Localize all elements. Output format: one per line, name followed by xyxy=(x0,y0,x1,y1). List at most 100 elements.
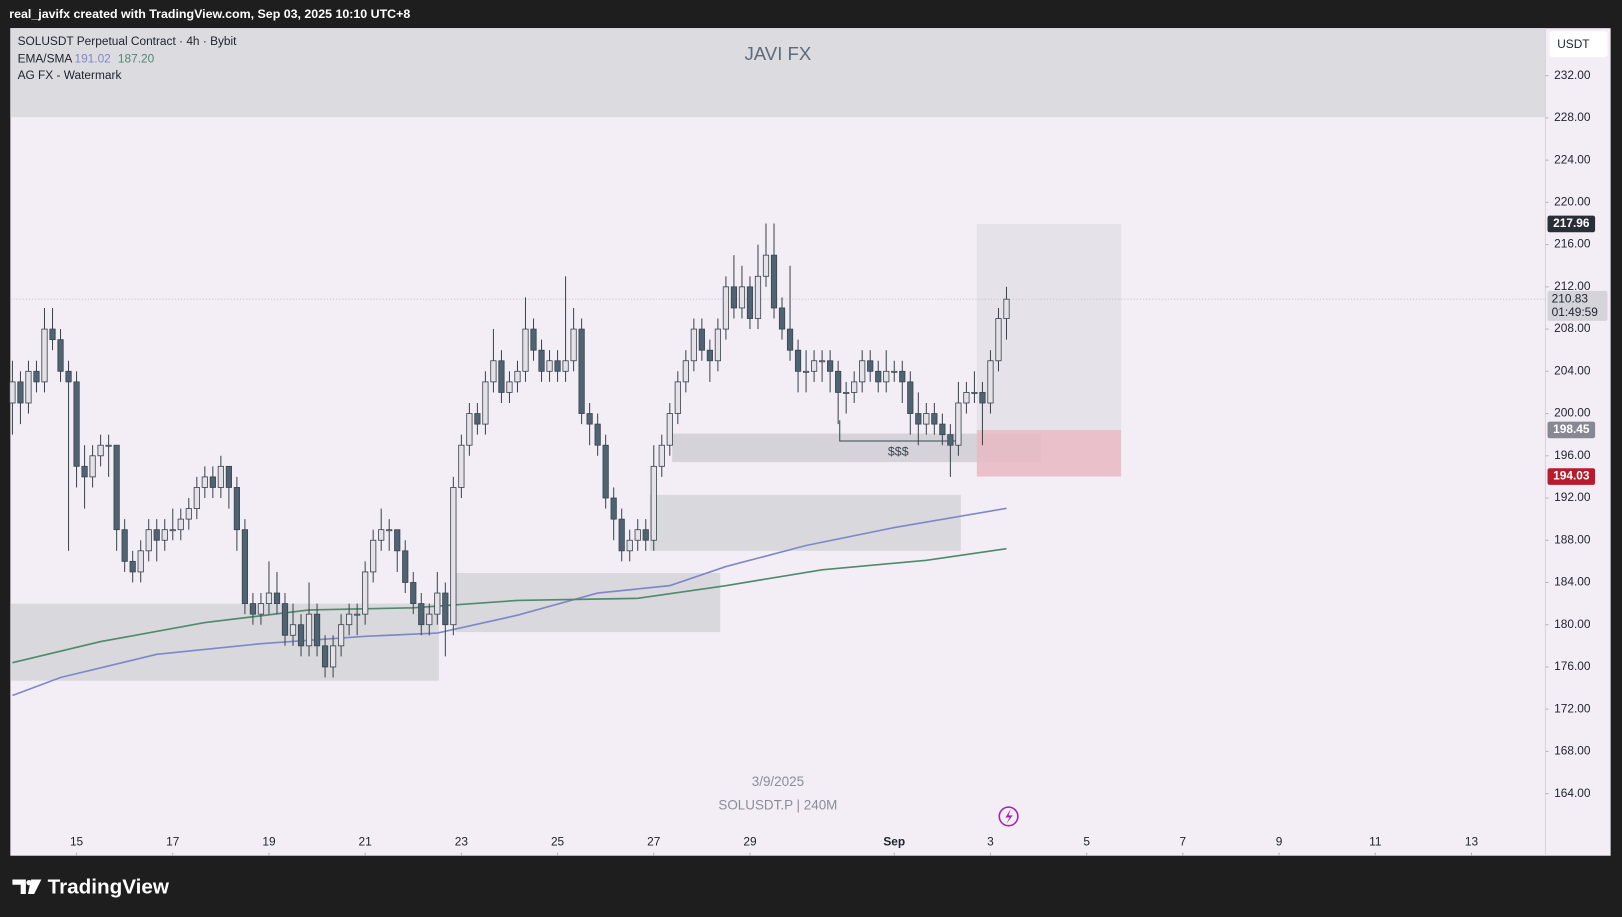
currency[interactable]: USDT xyxy=(1557,37,1589,51)
candle-body xyxy=(225,465,232,488)
x-tick-label: 21 xyxy=(359,834,373,848)
candle-body xyxy=(297,624,305,647)
x-tick-label: 23 xyxy=(455,834,469,848)
candle-body xyxy=(346,613,353,626)
position-stop-zone xyxy=(976,429,1122,477)
liquidity-label: $$$ xyxy=(888,445,909,459)
candle-body xyxy=(17,381,24,404)
candle-body xyxy=(634,529,641,541)
candle-body xyxy=(153,529,160,541)
watermark-band xyxy=(10,28,1546,118)
brand: TradingView xyxy=(48,875,170,898)
x-tick-label: 7 xyxy=(1180,834,1187,848)
candle-body xyxy=(706,349,713,362)
candle-body xyxy=(418,603,425,626)
candle-body xyxy=(867,360,874,372)
countdown: 01:49:59 xyxy=(1552,305,1599,319)
candle-body xyxy=(386,529,393,532)
alert-icon[interactable] xyxy=(998,806,1019,827)
tv-logo-mark xyxy=(12,879,42,894)
y-tick-label: 196.00 xyxy=(1554,448,1591,462)
candle-body xyxy=(241,529,249,605)
candle-body xyxy=(89,455,96,478)
candle-body xyxy=(177,518,184,531)
candle-body xyxy=(955,402,962,446)
candle-body xyxy=(899,370,906,383)
candle-body xyxy=(145,529,152,552)
candle-body xyxy=(305,613,313,647)
candle-body xyxy=(33,370,40,383)
candle-body xyxy=(690,328,697,362)
y-tick-label: 188.00 xyxy=(1554,532,1591,546)
indicator-value: 187.20 xyxy=(118,51,155,65)
candle-body xyxy=(378,529,385,541)
candle-body xyxy=(73,381,80,467)
candle-body xyxy=(498,360,505,393)
candle-body xyxy=(722,286,730,330)
indicator-value: 191.02 xyxy=(74,51,110,65)
candle-body xyxy=(626,539,633,552)
y-tick-label: 212.00 xyxy=(1554,279,1591,293)
candle-body xyxy=(915,413,922,425)
candle-body xyxy=(714,328,721,362)
y-tick-label: 204.00 xyxy=(1554,363,1591,377)
candle-body xyxy=(827,360,834,372)
candle-body xyxy=(754,275,762,319)
candle-body xyxy=(931,413,938,425)
y-tick-label: 232.00 xyxy=(1554,68,1591,82)
candle-body xyxy=(538,349,545,372)
currency-box[interactable] xyxy=(1549,31,1608,58)
y-tick-label: 180.00 xyxy=(1554,617,1591,631)
entry-tag: 198.45 xyxy=(1553,422,1590,436)
candle-body xyxy=(49,328,56,341)
candle-body xyxy=(802,370,810,373)
candle-body xyxy=(410,582,417,605)
candle-body xyxy=(843,392,850,394)
candle-body xyxy=(666,413,673,446)
candle-body xyxy=(923,413,930,425)
candle-body xyxy=(9,381,16,404)
candle-body xyxy=(618,518,625,552)
candle-body xyxy=(907,381,914,414)
candle-body xyxy=(105,444,112,447)
candle-body xyxy=(450,487,457,626)
watermark: JAVI FX xyxy=(744,43,811,64)
candle-body xyxy=(362,571,369,615)
x-tick-label: 27 xyxy=(647,834,660,848)
candle-body xyxy=(338,624,345,647)
candle-body xyxy=(321,645,329,668)
candle-body xyxy=(650,465,657,541)
x-tick-label: 15 xyxy=(70,834,84,848)
candle-body xyxy=(426,613,433,626)
candle-body xyxy=(562,360,569,372)
candle-body xyxy=(466,413,473,446)
zone xyxy=(10,603,439,681)
candle-body xyxy=(770,254,778,309)
candle-body xyxy=(658,444,665,467)
x-tick-label: 3 xyxy=(987,834,994,848)
candle-body xyxy=(41,328,48,383)
candle-body xyxy=(458,444,465,488)
candle-body xyxy=(522,328,529,372)
candle-body xyxy=(329,645,337,668)
candle-body xyxy=(129,560,136,573)
candle-body xyxy=(979,392,986,404)
candle-body xyxy=(594,423,601,446)
candle-body xyxy=(313,613,321,647)
liquidity-line xyxy=(839,420,957,442)
y-tick-label: 168.00 xyxy=(1554,744,1591,758)
candle-body xyxy=(217,465,224,488)
candle-body xyxy=(394,529,401,552)
x-tick-label: 9 xyxy=(1276,834,1283,848)
candle-body xyxy=(121,529,128,562)
candle-body xyxy=(257,603,265,615)
candle-body xyxy=(794,349,802,372)
credit: real_javifx created with TradingView.com… xyxy=(9,7,410,21)
last-price-tag-bg xyxy=(1547,290,1608,321)
tv-logo-dot xyxy=(26,880,32,886)
candle-body xyxy=(65,370,72,383)
y-tick-label: 184.00 xyxy=(1554,575,1591,589)
symbol-title: SOLUSDT Perpetual Contract · 4h · Bybit xyxy=(18,34,238,48)
y-tick-label: 172.00 xyxy=(1554,701,1591,715)
